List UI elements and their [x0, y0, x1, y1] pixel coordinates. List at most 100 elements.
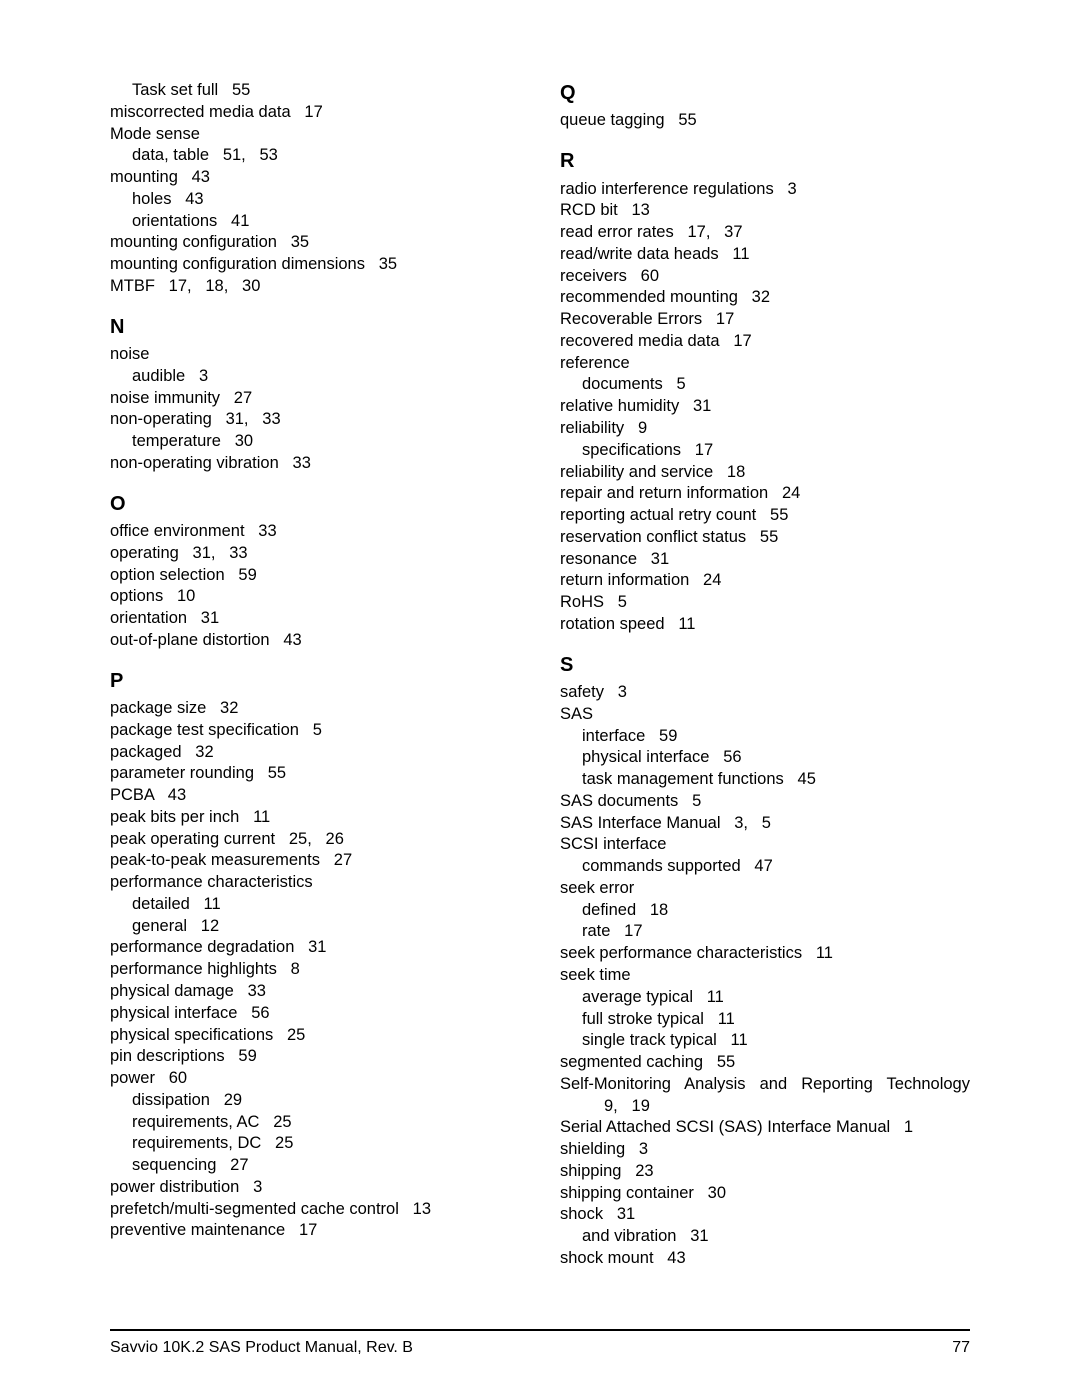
- index-entry: pin descriptions 59: [110, 1046, 520, 1068]
- index-entry: options 10: [110, 586, 520, 608]
- index-entry: performance characteristics: [110, 872, 520, 894]
- index-section-letter: O: [110, 491, 520, 517]
- index-entry: RCD bit 13: [560, 200, 970, 222]
- index-entry: shielding 3: [560, 1139, 970, 1161]
- index-entry: seek error: [560, 878, 970, 900]
- index-entry: peak-to-peak measurements 27: [110, 850, 520, 872]
- index-entry: PCBA 43: [110, 785, 520, 807]
- index-entry: parameter rounding 55: [110, 763, 520, 785]
- index-entry: full stroke typical 11: [560, 1009, 970, 1031]
- index-entry: MTBF 17, 18, 30: [110, 276, 520, 298]
- index-entry: reporting actual retry count 55: [560, 505, 970, 527]
- index-entry: mounting configuration dimensions 35: [110, 254, 520, 276]
- index-entry: SAS Interface Manual 3, 5: [560, 813, 970, 835]
- index-entry: reliability and service 18: [560, 462, 970, 484]
- index-entry: temperature 30: [110, 431, 520, 453]
- index-entry: receivers 60: [560, 266, 970, 288]
- footer-page-number: 77: [952, 1339, 970, 1357]
- index-entry: package test specification 5: [110, 720, 520, 742]
- index-entry: task management functions 45: [560, 769, 970, 791]
- index-section-letter: S: [560, 652, 970, 678]
- index-entry: shock 31: [560, 1204, 970, 1226]
- index-entry: documents 5: [560, 374, 970, 396]
- index-entry: peak bits per inch 11: [110, 807, 520, 829]
- index-entry: out-of-plane distortion 43: [110, 630, 520, 652]
- index-entry: miscorrected media data 17: [110, 102, 520, 124]
- index-entry: shipping container 30: [560, 1183, 970, 1205]
- index-entry: repair and return information 24: [560, 483, 970, 505]
- index-entry: reference: [560, 353, 970, 375]
- index-entry: detailed 11: [110, 894, 520, 916]
- index-entry: rotation speed 11: [560, 614, 970, 636]
- index-entry: physical damage 33: [110, 981, 520, 1003]
- index-section-letter: N: [110, 314, 520, 340]
- index-entry: non-operating vibration 33: [110, 453, 520, 475]
- index-entry: package size 32: [110, 698, 520, 720]
- index-entry: Task set full 55: [110, 80, 520, 102]
- index-entry: data, table 51, 53: [110, 145, 520, 167]
- index-page: Task set full 55miscorrected media data …: [0, 0, 1080, 1397]
- index-entry: peak operating current 25, 26: [110, 829, 520, 851]
- index-entry: audible 3: [110, 366, 520, 388]
- index-entry: physical interface 56: [560, 747, 970, 769]
- index-entry: general 12: [110, 916, 520, 938]
- index-entry: SAS documents 5: [560, 791, 970, 813]
- index-entry: performance degradation 31: [110, 937, 520, 959]
- index-entry: commands supported 47: [560, 856, 970, 878]
- index-entry: shipping 23: [560, 1161, 970, 1183]
- index-entry: Recoverable Errors 17: [560, 309, 970, 331]
- index-entry: radio interference regulations 3: [560, 179, 970, 201]
- index-entry: Serial Attached SCSI (SAS) Interface Man…: [560, 1117, 970, 1139]
- index-entry: seek performance characteristics 11: [560, 943, 970, 965]
- index-entry: preventive maintenance 17: [110, 1220, 520, 1242]
- index-entry: dissipation 29: [110, 1090, 520, 1112]
- index-right-column: Qqueue tagging 55Rradio interference reg…: [560, 80, 970, 1309]
- footer-left-text: Savvio 10K.2 SAS Product Manual, Rev. B: [110, 1339, 413, 1357]
- index-entry: option selection 59: [110, 565, 520, 587]
- index-entry: performance highlights 8: [110, 959, 520, 981]
- index-entry: orientation 31: [110, 608, 520, 630]
- index-entry: Self-Monitoring Analysis and Reporting T…: [560, 1074, 970, 1096]
- page-footer: Savvio 10K.2 SAS Product Manual, Rev. B …: [110, 1329, 970, 1357]
- index-entry: physical interface 56: [110, 1003, 520, 1025]
- index-entry: single track typical 11: [560, 1030, 970, 1052]
- index-entry: resonance 31: [560, 549, 970, 571]
- index-columns: Task set full 55miscorrected media data …: [110, 80, 970, 1309]
- index-entry: noise immunity 27: [110, 388, 520, 410]
- index-entry: power distribution 3: [110, 1177, 520, 1199]
- index-entry: sequencing 27: [110, 1155, 520, 1177]
- index-entry: read error rates 17, 37: [560, 222, 970, 244]
- index-entry: mounting 43: [110, 167, 520, 189]
- index-entry: reliability 9: [560, 418, 970, 440]
- index-entry: holes 43: [110, 189, 520, 211]
- index-entry: safety 3: [560, 682, 970, 704]
- index-entry: and vibration 31: [560, 1226, 970, 1248]
- index-entry: segmented caching 55: [560, 1052, 970, 1074]
- index-entry: return information 24: [560, 570, 970, 592]
- index-entry: shock mount 43: [560, 1248, 970, 1270]
- index-entry: queue tagging 55: [560, 110, 970, 132]
- index-entry: average typical 11: [560, 987, 970, 1009]
- index-entry: packaged 32: [110, 742, 520, 764]
- index-entry: interface 59: [560, 726, 970, 748]
- index-entry: 9, 19: [560, 1096, 970, 1118]
- index-entry: SCSI interface: [560, 834, 970, 856]
- index-entry: noise: [110, 344, 520, 366]
- index-entry: read/write data heads 11: [560, 244, 970, 266]
- index-entry: requirements, AC 25: [110, 1112, 520, 1134]
- index-entry: relative humidity 31: [560, 396, 970, 418]
- index-entry: defined 18: [560, 900, 970, 922]
- index-entry: RoHS 5: [560, 592, 970, 614]
- index-entry: non-operating 31, 33: [110, 409, 520, 431]
- index-entry: recommended mounting 32: [560, 287, 970, 309]
- index-left-column: Task set full 55miscorrected media data …: [110, 80, 520, 1309]
- index-entry: power 60: [110, 1068, 520, 1090]
- index-section-letter: R: [560, 148, 970, 174]
- index-entry: Mode sense: [110, 124, 520, 146]
- index-entry: operating 31, 33: [110, 543, 520, 565]
- index-entry: SAS: [560, 704, 970, 726]
- index-entry: specifications 17: [560, 440, 970, 462]
- index-entry: orientations 41: [110, 211, 520, 233]
- index-entry: mounting configuration 35: [110, 232, 520, 254]
- index-entry: recovered media data 17: [560, 331, 970, 353]
